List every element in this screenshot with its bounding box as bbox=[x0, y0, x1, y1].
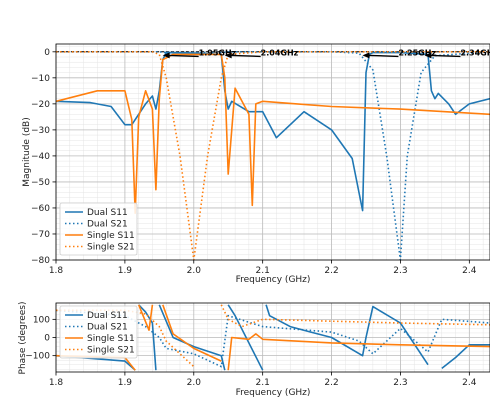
x-tick-label: 2.2 bbox=[324, 378, 338, 388]
annotation-arrowhead bbox=[224, 52, 232, 59]
phase-ylabel: Phase (degrees) bbox=[18, 302, 28, 375]
series-line bbox=[56, 51, 490, 212]
y-tick-label: −60 bbox=[31, 204, 50, 214]
y-tick-label: −80 bbox=[31, 256, 50, 266]
legend-entry: Dual S11 bbox=[87, 208, 128, 218]
annotation-arrow bbox=[368, 54, 399, 58]
legend-entry: Single S11 bbox=[87, 334, 135, 344]
magnitude-annotations: 1.95GHz 2.04GHz 2.25GHz 2.34GHz bbox=[162, 48, 490, 59]
annotation-arrowhead bbox=[424, 52, 432, 59]
x-tick-label: 2.3 bbox=[393, 378, 407, 388]
x-tick-label: 2.1 bbox=[256, 378, 270, 388]
x-tick-label: 1.9 bbox=[118, 266, 133, 276]
axes-frame bbox=[55, 43, 490, 261]
x-tick-label: 1.8 bbox=[49, 378, 64, 388]
legend-entry: Dual S11 bbox=[87, 311, 128, 321]
x-tick-label: 2.1 bbox=[256, 266, 270, 276]
y-tick-label: −50 bbox=[31, 178, 50, 188]
x-tick-label: 1.9 bbox=[118, 378, 133, 388]
y-tick-label: −100 bbox=[25, 352, 50, 362]
magnitude-axes: 1.8 1.9 2.0 2.1 2.2 2.3 2.4 0 −10 −20 −30 −40 −50 −60… bbox=[31, 43, 490, 276]
legend-box bbox=[59, 305, 138, 359]
legend-entry: Single S11 bbox=[87, 231, 135, 241]
phase-axes: 1.8 1.9 2.0 2.1 2.2 2.3 2.4 100 0 −100 bbox=[25, 302, 490, 388]
x-tick-label: 2.0 bbox=[187, 266, 202, 276]
x-tick-label: 2.2 bbox=[324, 266, 338, 276]
x-tick-label: 2.3 bbox=[393, 266, 407, 276]
y-tick-label: −10 bbox=[31, 74, 50, 84]
annotation-label: 1.95GHz bbox=[199, 48, 237, 57]
x-tick-label: 2.4 bbox=[462, 378, 477, 388]
annotation-arrowhead bbox=[362, 52, 370, 59]
legend-box bbox=[59, 202, 138, 256]
series-line bbox=[56, 309, 490, 368]
legend-entry: Single S21 bbox=[87, 346, 135, 356]
phase-xlabel: Frequency (GHz) bbox=[236, 388, 311, 398]
annotation-arrowhead bbox=[162, 52, 170, 59]
magnitude-ylabel: Magnitude (dB) bbox=[22, 117, 32, 186]
annotation-arrow bbox=[230, 54, 261, 58]
y-tick-label: −70 bbox=[31, 230, 50, 240]
annotation-arrow bbox=[168, 54, 199, 58]
x-tick-label: 2.0 bbox=[187, 378, 202, 388]
magnitude-xlabel: Frequency (GHz) bbox=[236, 275, 311, 285]
legend-entry: Dual S21 bbox=[87, 323, 128, 333]
x-tick-label: 2.4 bbox=[462, 266, 477, 276]
y-tick-label: −20 bbox=[31, 100, 50, 110]
annotation-label: 2.25GHz bbox=[398, 48, 436, 57]
y-tick-label: −40 bbox=[31, 152, 50, 162]
legend-entry: Dual S21 bbox=[87, 220, 128, 230]
axes-frame bbox=[55, 302, 490, 373]
x-tick-label: 1.8 bbox=[49, 266, 64, 276]
annotation-label: 2.04GHz bbox=[261, 48, 299, 57]
annotation-label: 2.34GHz bbox=[460, 48, 490, 57]
annotation-arrow bbox=[430, 54, 461, 58]
legend-entry: Single S21 bbox=[87, 243, 135, 253]
y-tick-label: 100 bbox=[33, 315, 50, 325]
y-tick-label: −30 bbox=[31, 126, 50, 136]
y-tick-label: 0 bbox=[44, 48, 50, 58]
y-tick-label: 0 bbox=[44, 334, 50, 344]
